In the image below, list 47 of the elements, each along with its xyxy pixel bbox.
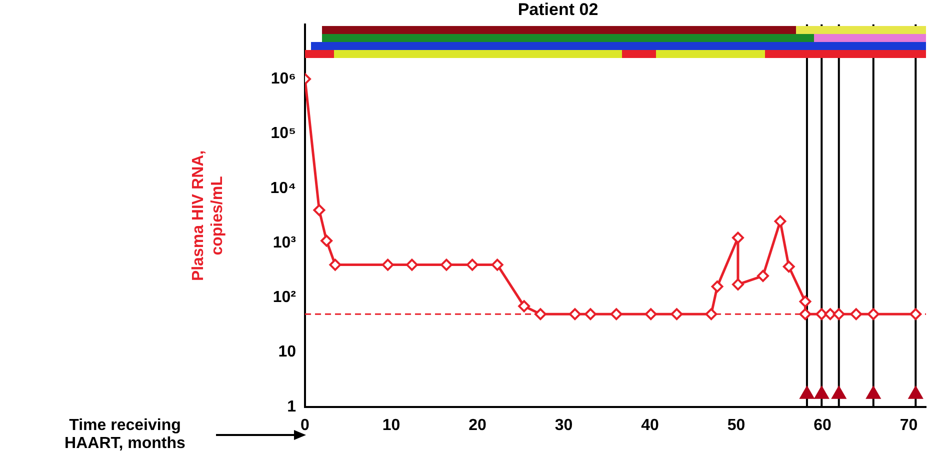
y-tick-label: 10⁵ [270,125,296,142]
y-tick-label: 10 [278,344,296,361]
point [329,258,342,271]
point [466,258,478,271]
x-tick-label: 60 [814,417,832,434]
y-tick-label: 10² [272,289,296,306]
x-tick-label: 20 [468,417,486,434]
x-tick-label: 40 [641,417,659,434]
point [644,308,657,320]
point [534,308,546,320]
point [491,258,504,271]
chart-title: Patient 02 [518,0,598,19]
point [799,296,812,308]
x-tick-label: 30 [554,417,573,434]
y-tick-label: 10⁴ [270,180,296,197]
point [440,258,452,271]
point [799,308,812,320]
point [406,258,418,271]
point [711,280,724,293]
x-tick-label: 70 [900,417,918,434]
y-tick-label: 10³ [272,234,296,252]
point [610,308,622,320]
x-tick-label: 0 [300,417,310,434]
text: Time receiving HAART, months [64,417,186,453]
point [867,308,880,320]
point [732,278,744,290]
y-axis-title: Plasma HIV RNA, copies/mL [190,150,226,282]
point [382,258,394,271]
point [756,270,769,282]
point [774,215,786,228]
point [832,308,845,320]
point [850,308,862,320]
point [782,260,795,273]
point [584,308,596,320]
point [910,308,922,320]
point [568,308,581,320]
y-tick-label: 10⁶ [270,70,296,88]
y-tick-label: 1 [287,398,296,416]
x-tick-label: 50 [727,417,746,434]
point [670,308,683,320]
x-tick-label: 10 [382,417,400,434]
point [824,308,836,320]
point [732,232,744,244]
point [320,234,333,247]
point [313,204,326,216]
point [705,308,718,320]
point [518,300,530,312]
